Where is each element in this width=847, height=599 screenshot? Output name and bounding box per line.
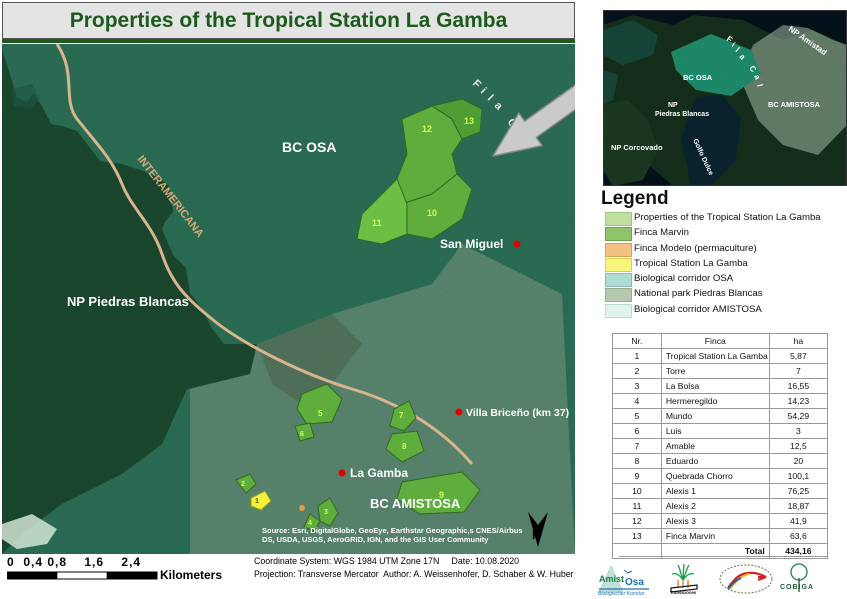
svg-text:Biologischer Korridor: Biologischer Korridor bbox=[598, 591, 645, 596]
svg-text:Osa: Osa bbox=[625, 577, 644, 588]
svg-text:Transiciones: Transiciones bbox=[670, 590, 697, 595]
svg-text:Amist: Amist bbox=[599, 574, 624, 584]
svg-text:COBIGA: COBIGA bbox=[780, 584, 814, 591]
svg-text:DS, USDA, USGS, AeroGRID, IGN,: DS, USDA, USGS, AeroGRID, IGN, and the G… bbox=[262, 535, 489, 544]
svg-text:Source: Esri, DigitalGlobe, Ge: Source: Esri, DigitalGlobe, GeoEye, Eart… bbox=[262, 526, 523, 535]
